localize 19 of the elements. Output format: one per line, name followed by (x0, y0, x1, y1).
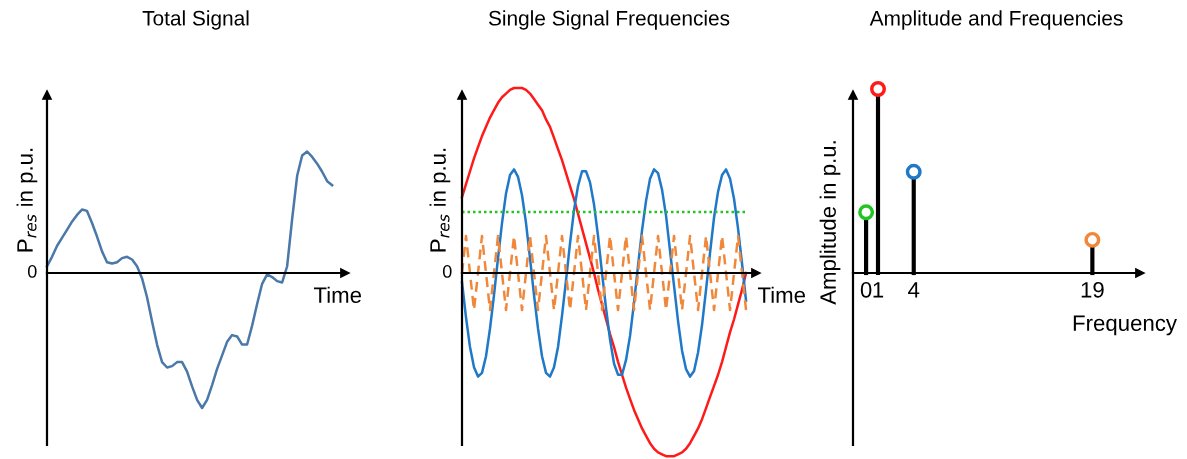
x-axis-title: Frequency (1073, 315, 1177, 336)
point (905, 163, 922, 180)
text: 0 (442, 265, 452, 278)
y-axis-title: P$_{res}$ in p.u. (429, 148, 451, 252)
x-tick-label: 19 (1081, 281, 1104, 298)
y-axis-title: Amplitude in p.u. (819, 141, 841, 305)
chart-title: Single Signal Frequencies (488, 10, 730, 30)
chart-title: Amplitude and Frequencies (869, 10, 1123, 30)
x-axis-title: Time (757, 286, 806, 303)
x-tick-label: 4 (908, 282, 920, 298)
x-tick-label: 1 (873, 282, 884, 298)
x-axis-title: Time (313, 286, 362, 303)
chart-title: Total Signal (142, 10, 249, 30)
text: 0 (27, 265, 37, 278)
point (870, 81, 886, 97)
x-tick-label: 0 (860, 281, 872, 298)
point (1084, 231, 1101, 248)
y-axis-title: P$_{res}$ in p.u. (16, 148, 38, 252)
point (858, 204, 875, 221)
